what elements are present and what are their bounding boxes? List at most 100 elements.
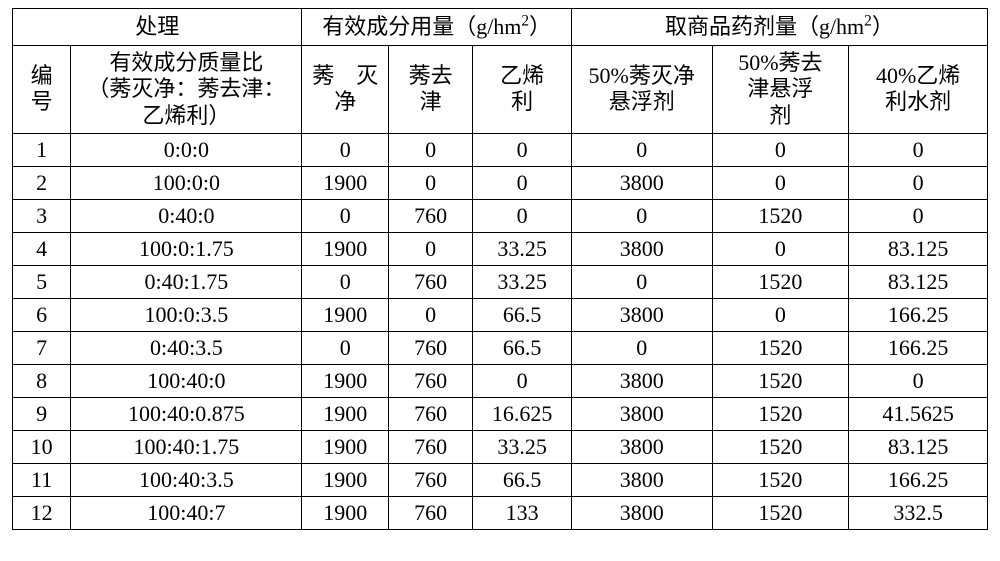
table-row: 4100:0:1.751900033.253800083.125 [13,232,988,265]
table-row: 2100:0:0190000380000 [13,166,988,199]
cell-p3: 0 [849,133,988,166]
cell-a3: 66.5 [473,463,572,496]
cell-a1: 1900 [302,496,388,529]
cell-p3: 83.125 [849,265,988,298]
cell-id: 9 [13,397,71,430]
table-row: 12100:40:7190076013338001520332.5 [13,496,988,529]
cell-ratio: 100:40:1.75 [71,430,302,463]
table-row: 10100:40:1.75190076033.253800152083.125 [13,430,988,463]
cell-ratio: 100:40:7 [71,496,302,529]
cell-a3: 33.25 [473,265,572,298]
cell-p1: 3800 [571,232,712,265]
col-p1: 50%莠灭净悬浮剂 [571,45,712,133]
cell-a2: 760 [388,463,472,496]
cell-p1: 3800 [571,430,712,463]
col-p3: 40%乙烯利水剂 [849,45,988,133]
cell-ratio: 100:0:1.75 [71,232,302,265]
header-group-product: 取商品药剂量（g/hm2） [571,9,987,46]
table-body: 10:0:00000002100:0:019000038000030:40:00… [13,133,988,529]
cell-a1: 0 [302,199,388,232]
cell-a3: 133 [473,496,572,529]
table-row: 30:40:007600015200 [13,199,988,232]
cell-p3: 166.25 [849,331,988,364]
cell-p2: 0 [712,166,849,199]
cell-a1: 0 [302,331,388,364]
cell-p1: 3800 [571,496,712,529]
cell-p3: 166.25 [849,298,988,331]
cell-p2: 0 [712,298,849,331]
cell-id: 6 [13,298,71,331]
cell-p2: 0 [712,133,849,166]
cell-p3: 83.125 [849,232,988,265]
table-row: 9100:40:0.875190076016.6253800152041.562… [13,397,988,430]
table-row: 11100:40:3.5190076066.538001520166.25 [13,463,988,496]
cell-a1: 0 [302,133,388,166]
cell-a2: 760 [388,199,472,232]
cell-a3: 0 [473,133,572,166]
cell-a2: 0 [388,298,472,331]
cell-a3: 66.5 [473,331,572,364]
cell-ratio: 100:0:0 [71,166,302,199]
cell-a1: 1900 [302,298,388,331]
cell-ratio: 100:40:0 [71,364,302,397]
cell-p3: 166.25 [849,463,988,496]
cell-p2: 0 [712,232,849,265]
cell-p1: 0 [571,265,712,298]
cell-a1: 1900 [302,364,388,397]
cell-id: 1 [13,133,71,166]
cell-a2: 760 [388,397,472,430]
header-group-active-label: 有效成分用量（g/hm2） [322,14,551,39]
cell-a2: 0 [388,232,472,265]
table-row: 10:0:0000000 [13,133,988,166]
cell-id: 5 [13,265,71,298]
cell-ratio: 0:40:3.5 [71,331,302,364]
herbicide-table: 处理 有效成分用量（g/hm2） 取商品药剂量（g/hm2） 编号 有效成分质量… [12,8,988,530]
cell-p3: 41.5625 [849,397,988,430]
cell-id: 3 [13,199,71,232]
cell-ratio: 100:40:3.5 [71,463,302,496]
cell-a2: 760 [388,331,472,364]
header-group-active: 有效成分用量（g/hm2） [302,9,571,46]
cell-ratio: 100:40:0.875 [71,397,302,430]
cell-a3: 16.625 [473,397,572,430]
cell-ratio: 100:0:3.5 [71,298,302,331]
cell-p2: 1520 [712,364,849,397]
cell-p1: 3800 [571,298,712,331]
col-a1: 莠 灭净 [302,45,388,133]
cell-a2: 760 [388,430,472,463]
col-id: 编号 [13,45,71,133]
cell-ratio: 0:0:0 [71,133,302,166]
cell-p1: 0 [571,331,712,364]
cell-a3: 33.25 [473,232,572,265]
cell-a1: 1900 [302,463,388,496]
cell-a2: 760 [388,496,472,529]
cell-a2: 760 [388,364,472,397]
cell-a1: 1900 [302,166,388,199]
cell-a3: 33.25 [473,430,572,463]
header-group-treatment-label: 处理 [135,14,179,39]
col-a3: 乙烯利 [473,45,572,133]
col-a2: 莠去津 [388,45,472,133]
cell-a3: 66.5 [473,298,572,331]
table-row: 8100:40:019007600380015200 [13,364,988,397]
cell-p2: 1520 [712,397,849,430]
cell-a2: 760 [388,265,472,298]
col-ratio: 有效成分质量比（莠灭净：莠去津：乙烯利） [71,45,302,133]
header-group-product-label: 取商品药剂量（g/hm2） [665,14,894,39]
cell-id: 11 [13,463,71,496]
cell-a3: 0 [473,364,572,397]
cell-a2: 0 [388,133,472,166]
cell-p2: 1520 [712,430,849,463]
cell-p2: 1520 [712,331,849,364]
cell-p2: 1520 [712,199,849,232]
cell-p1: 0 [571,133,712,166]
cell-id: 8 [13,364,71,397]
cell-id: 2 [13,166,71,199]
table-row: 70:40:3.5076066.501520166.25 [13,331,988,364]
cell-p2: 1520 [712,463,849,496]
cell-a1: 1900 [302,232,388,265]
cell-a2: 0 [388,166,472,199]
cell-p1: 0 [571,199,712,232]
cell-a1: 0 [302,265,388,298]
cell-p3: 332.5 [849,496,988,529]
